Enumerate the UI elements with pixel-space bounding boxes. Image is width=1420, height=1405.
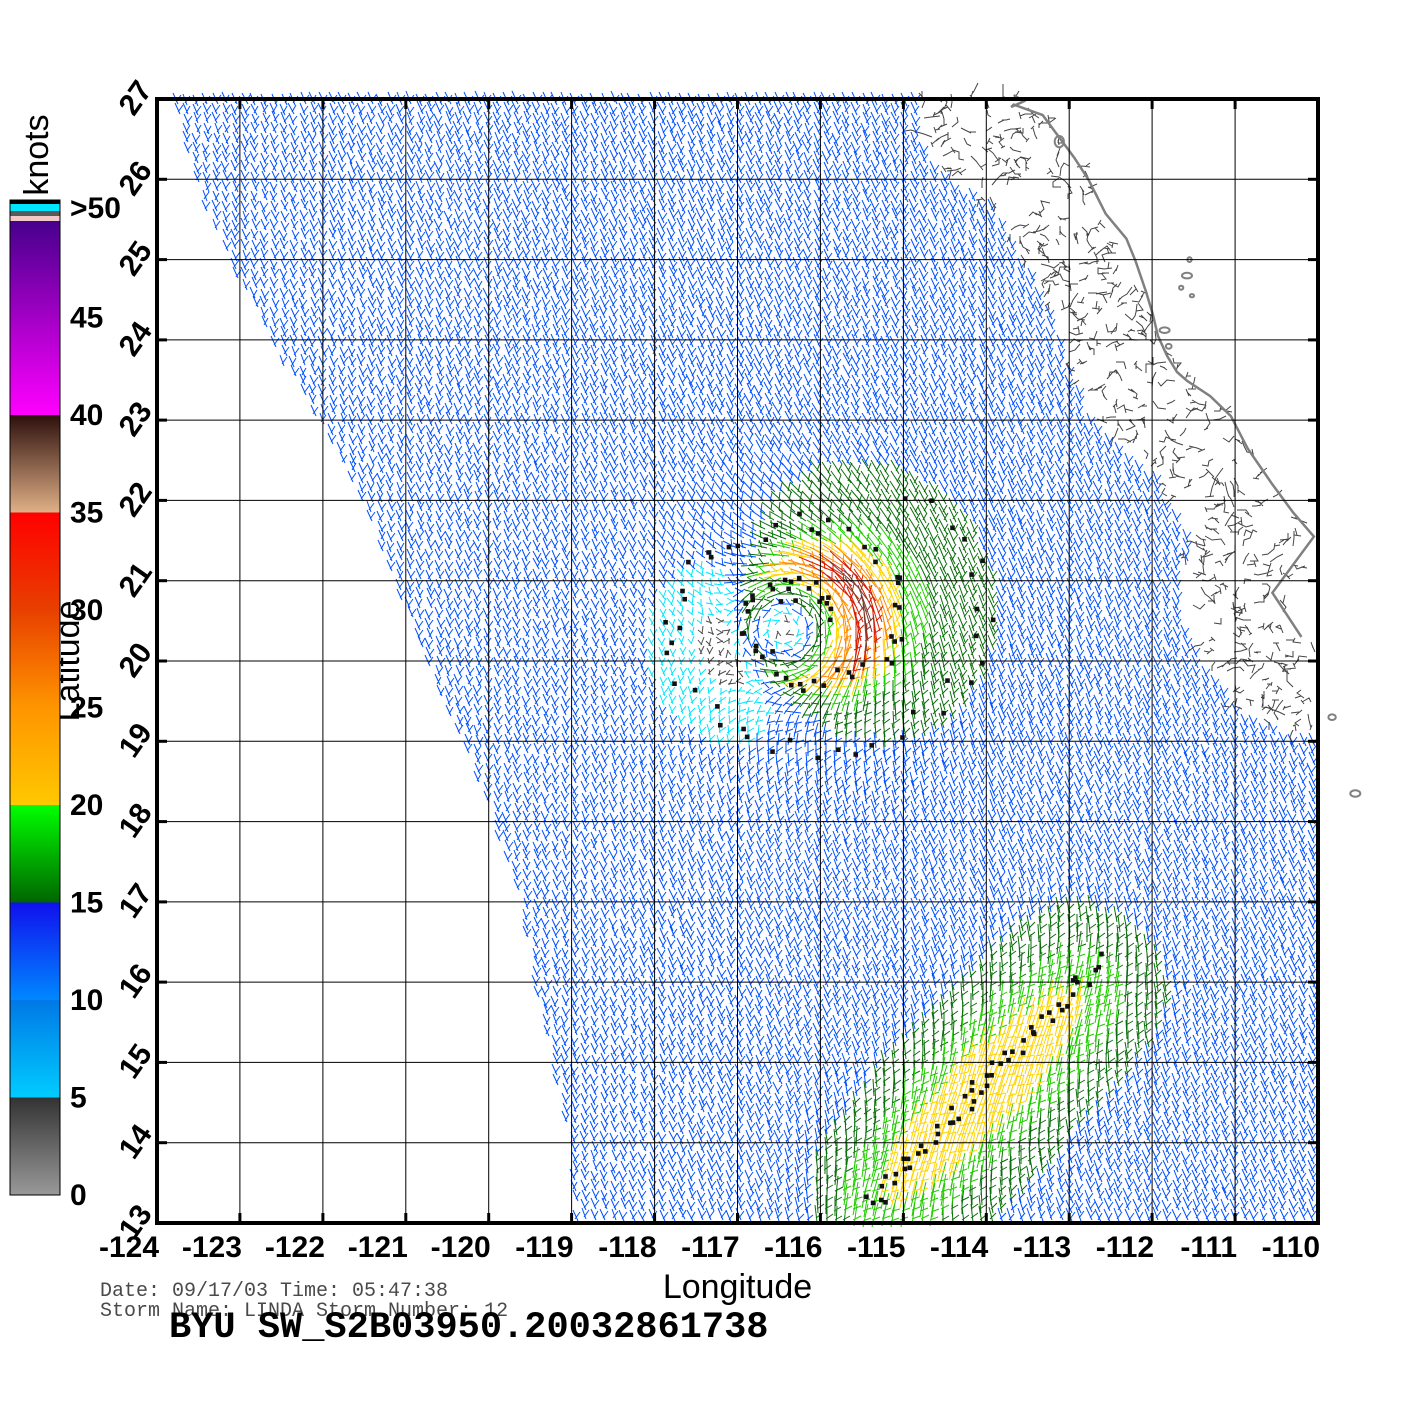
svg-text:-110: -110	[1262, 1231, 1320, 1264]
svg-text:35: 35	[70, 497, 103, 530]
svg-text:0: 0	[70, 1179, 87, 1212]
svg-text:-122: -122	[265, 1231, 325, 1264]
svg-text:45: 45	[70, 302, 103, 335]
svg-text:-116: -116	[764, 1231, 822, 1264]
svg-text:-117: -117	[681, 1231, 739, 1264]
svg-text:-123: -123	[182, 1231, 242, 1264]
svg-text:30: 30	[70, 594, 103, 627]
svg-text:-118: -118	[598, 1231, 656, 1264]
svg-text:10: 10	[70, 984, 103, 1017]
svg-text:Longitude: Longitude	[663, 1268, 812, 1306]
svg-text:20: 20	[70, 789, 103, 822]
svg-text:25: 25	[70, 692, 103, 725]
svg-text:-119: -119	[515, 1231, 573, 1264]
svg-text:>50: >50	[70, 192, 121, 225]
svg-text:40: 40	[70, 399, 103, 432]
svg-text:5: 5	[70, 1082, 87, 1115]
svg-text:-121: -121	[348, 1231, 408, 1264]
svg-text:BYU SW_S2B03950.20032861738: BYU SW_S2B03950.20032861738	[169, 1307, 769, 1349]
svg-text:-112: -112	[1096, 1231, 1154, 1264]
svg-text:-115: -115	[847, 1231, 905, 1264]
svg-text:15: 15	[70, 887, 103, 920]
svg-text:-113: -113	[1013, 1231, 1071, 1264]
svg-text:-111: -111	[1180, 1231, 1237, 1264]
svg-text:-114: -114	[930, 1231, 989, 1264]
svg-text:-120: -120	[431, 1231, 491, 1264]
svg-text:knots: knots	[18, 114, 56, 195]
